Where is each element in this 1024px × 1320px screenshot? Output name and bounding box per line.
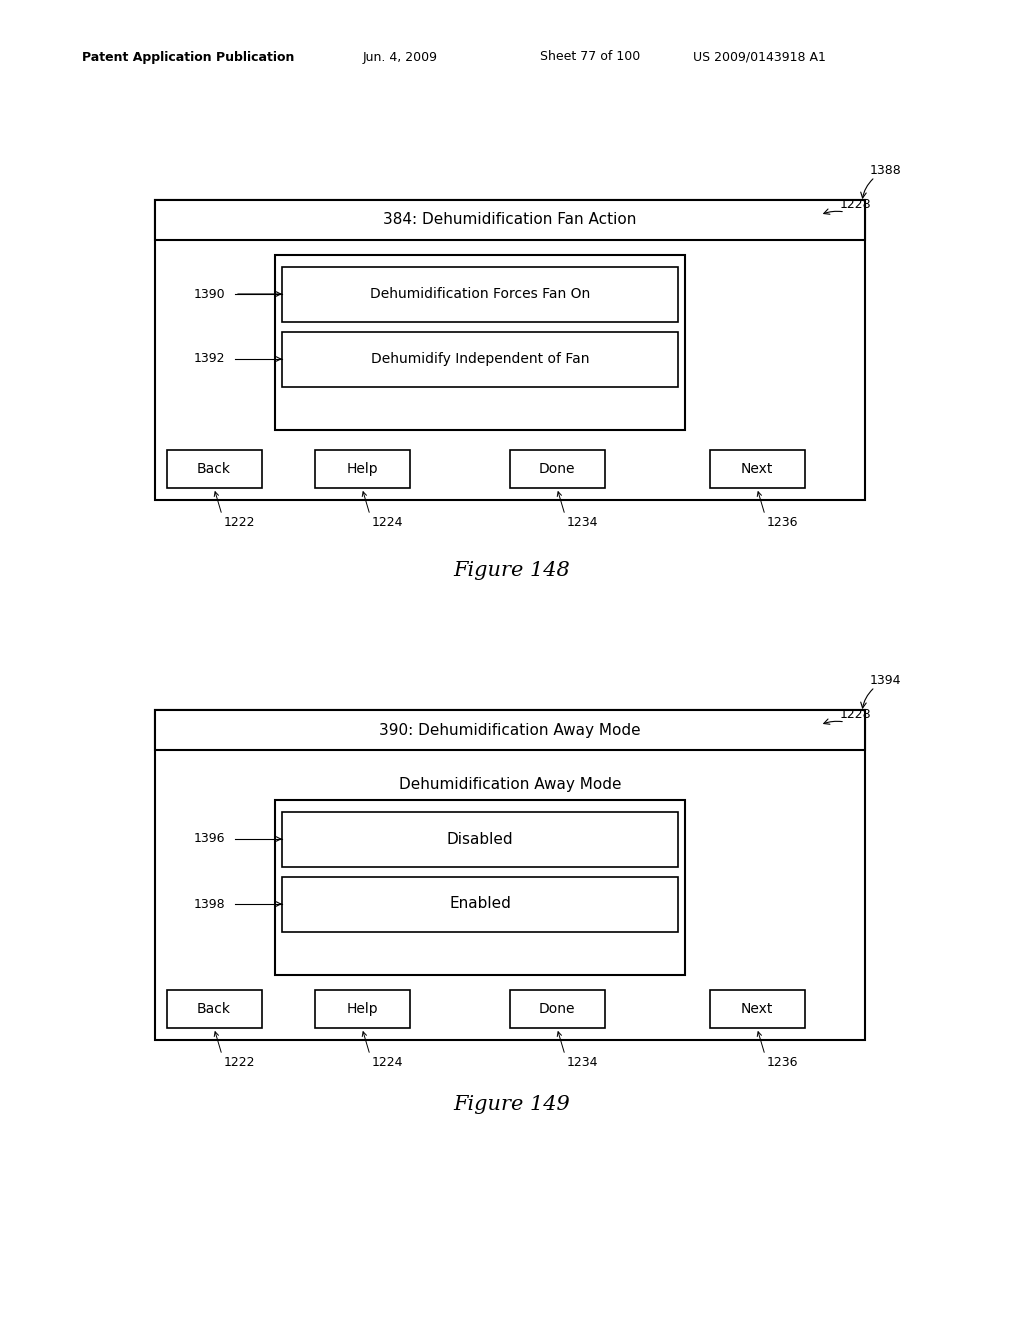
Text: Sheet 77 of 100: Sheet 77 of 100	[540, 50, 640, 63]
Bar	[167, 450, 262, 488]
Text: 1390: 1390	[194, 288, 225, 301]
Text: Dehumidification Forces Fan On: Dehumidification Forces Fan On	[370, 286, 590, 301]
Text: Patent Application Publication: Patent Application Publication	[82, 50, 294, 63]
Text: 1224: 1224	[372, 516, 403, 529]
Text: 1222: 1222	[224, 516, 256, 529]
Bar	[275, 255, 685, 430]
Bar	[275, 800, 685, 975]
Bar	[282, 876, 678, 932]
Text: US 2009/0143918 A1: US 2009/0143918 A1	[693, 50, 826, 63]
Text: 1392: 1392	[194, 352, 225, 366]
Text: 1236: 1236	[767, 1056, 799, 1069]
Text: 390: Dehumidification Away Mode: 390: Dehumidification Away Mode	[379, 722, 641, 738]
Bar	[510, 450, 605, 488]
Text: Dehumidification Away Mode: Dehumidification Away Mode	[398, 777, 622, 792]
Bar	[282, 267, 678, 322]
Text: 1228: 1228	[840, 198, 871, 211]
Text: Done: Done	[539, 1002, 575, 1016]
Text: 1398: 1398	[194, 898, 225, 911]
Bar	[315, 990, 410, 1028]
Bar	[282, 812, 678, 867]
Text: 1236: 1236	[767, 516, 799, 529]
Bar	[155, 710, 865, 750]
Text: 1234: 1234	[567, 1056, 598, 1069]
Bar	[155, 710, 865, 1040]
Text: 1228: 1228	[840, 709, 871, 722]
Text: 384: Dehumidification Fan Action: 384: Dehumidification Fan Action	[383, 213, 637, 227]
Text: Done: Done	[539, 462, 575, 477]
Text: 1234: 1234	[567, 516, 598, 529]
Bar	[710, 450, 805, 488]
Text: 1388: 1388	[870, 164, 902, 177]
Bar	[315, 450, 410, 488]
Text: Figure 148: Figure 148	[454, 561, 570, 579]
Bar	[155, 201, 865, 240]
Bar	[167, 990, 262, 1028]
Text: Figure 149: Figure 149	[454, 1096, 570, 1114]
Text: 1394: 1394	[870, 673, 901, 686]
Text: Back: Back	[197, 1002, 231, 1016]
Text: Next: Next	[740, 462, 773, 477]
Text: 1224: 1224	[372, 1056, 403, 1069]
Bar	[155, 201, 865, 500]
Text: 1396: 1396	[194, 833, 225, 846]
Text: Back: Back	[197, 462, 231, 477]
Text: Help: Help	[346, 462, 378, 477]
Text: Jun. 4, 2009: Jun. 4, 2009	[362, 50, 438, 63]
Bar	[710, 990, 805, 1028]
Text: Dehumidify Independent of Fan: Dehumidify Independent of Fan	[371, 352, 589, 366]
Bar	[282, 333, 678, 387]
Bar	[510, 990, 605, 1028]
Text: 1222: 1222	[224, 1056, 256, 1069]
Text: Enabled: Enabled	[450, 896, 511, 912]
Text: Disabled: Disabled	[446, 832, 513, 846]
Text: Next: Next	[740, 1002, 773, 1016]
Text: Help: Help	[346, 1002, 378, 1016]
